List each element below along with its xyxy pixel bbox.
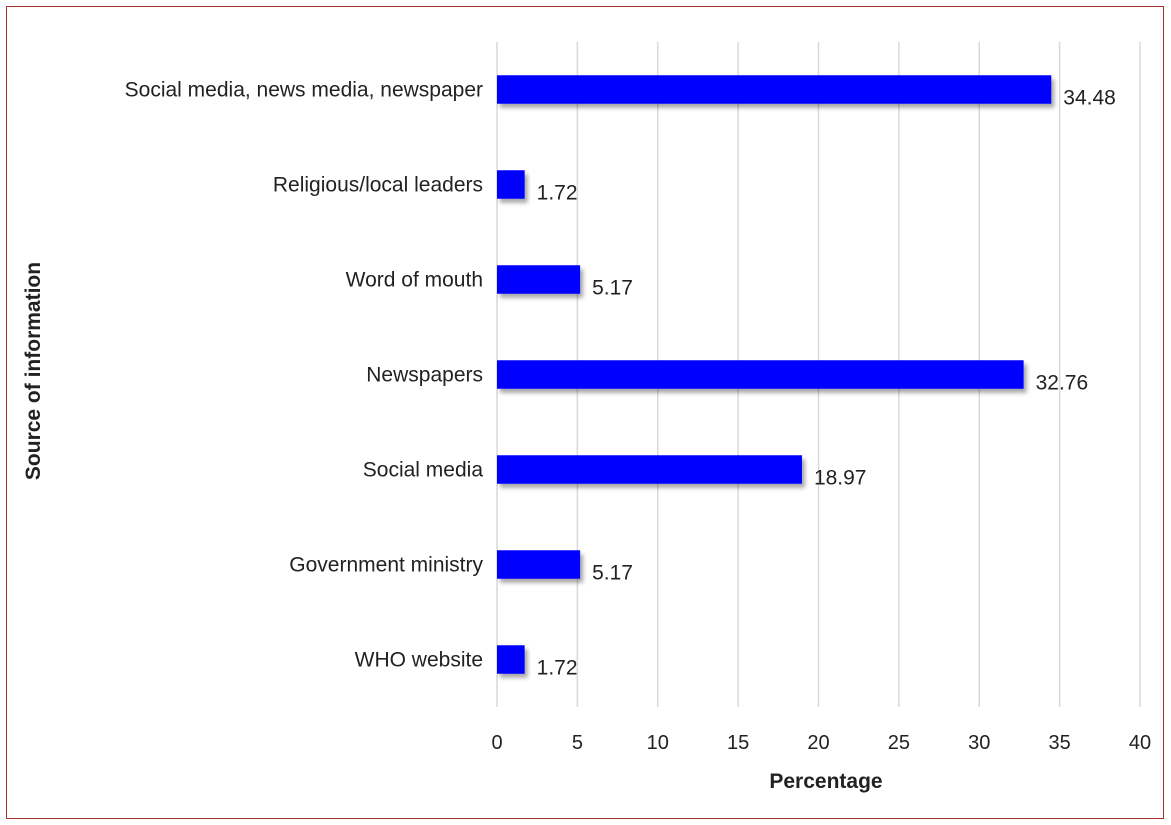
bar [497,170,525,199]
category-label: Newspapers [366,364,483,387]
x-tick-label: 35 [1049,732,1071,754]
bar-value-label: 5.17 [592,562,633,585]
y-axis-title: Source of information [22,262,45,480]
x-tick-label: 10 [647,732,669,754]
bar-value-label: 18.97 [814,467,867,490]
x-tick-label: 30 [968,732,990,754]
bar [497,265,581,294]
category-labels: Social media, news media, newspaper Relig… [125,79,484,672]
chart-frame: 34.48 1.72 5.17 32.76 18.97 5.17 1.72 Social m… [6,6,1164,819]
data-labels: 34.48 1.72 5.17 32.76 18.97 5.17 1.72 [537,87,1116,680]
x-axis-ticks: 0 5 10 15 20 25 30 35 40 [491,732,1151,754]
category-label: Religious/local leaders [273,174,483,197]
category-label: Social media, news media, newspaper [125,79,483,102]
category-label: Social media [363,459,484,482]
bar [497,360,1024,389]
bar [497,455,802,484]
x-tick-label: 20 [807,732,829,754]
x-tick-label: 0 [491,732,502,754]
bar-value-label: 32.76 [1036,372,1089,395]
category-label: Word of mouth [346,269,483,292]
bar-value-label: 1.72 [537,657,578,680]
bar-value-label: 1.72 [537,182,578,205]
x-tick-label: 40 [1129,732,1151,754]
bar [497,645,525,674]
x-axis-title: Percentage [769,770,882,793]
category-label: WHO website [355,649,483,672]
bar-chart: 34.48 1.72 5.17 32.76 18.97 5.17 1.72 Social m… [22,42,1151,793]
x-tick-label: 25 [888,732,910,754]
bar-value-label: 5.17 [592,277,633,300]
category-label: Government ministry [289,554,483,577]
x-tick-label: 15 [727,732,749,754]
bar [497,75,1052,104]
bars [497,75,1052,674]
bar [497,550,581,579]
bar-value-label: 34.48 [1063,87,1116,110]
x-tick-label: 5 [572,732,583,754]
